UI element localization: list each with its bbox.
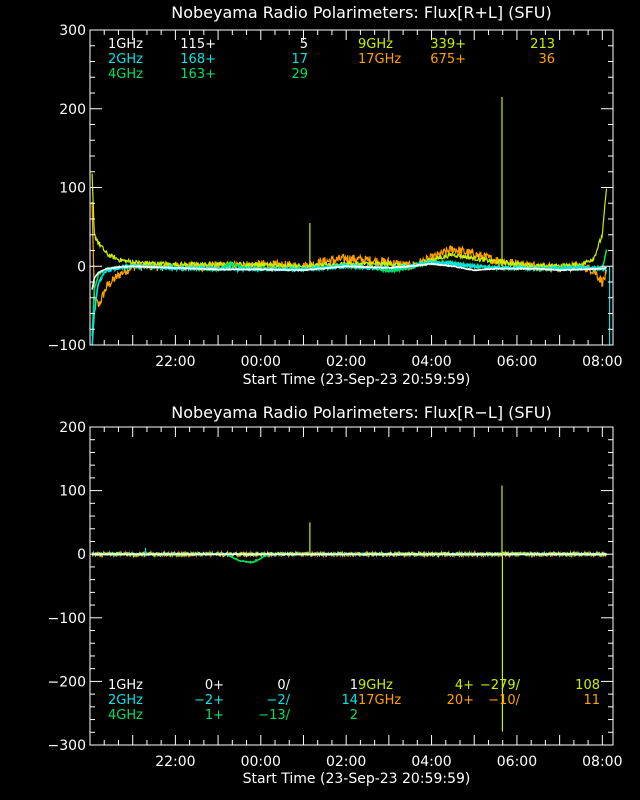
- legend-series-label: 1GHz: [108, 678, 143, 693]
- legend-value: 1+: [205, 708, 224, 723]
- y-tick-label: 0: [77, 259, 86, 275]
- y-tick-label: 0: [77, 547, 86, 563]
- legend-series-label: 4GHz: [108, 67, 143, 82]
- x-tick-label: 02:00: [326, 754, 366, 770]
- legend-value: 0+: [205, 678, 224, 693]
- legend-value: −10/: [488, 693, 520, 708]
- legend-series-label: 2GHz: [108, 693, 143, 708]
- legend-value: 14: [341, 693, 358, 708]
- legend-series-label: 9GHz: [358, 678, 393, 693]
- legend-value: −2+: [194, 693, 224, 708]
- panel-flux-r-plus-l: Nobeyama Radio Polarimeters: Flux[R+L] (…: [48, 3, 623, 388]
- legend-value: 1: [350, 678, 358, 693]
- legend-value: −279/: [480, 678, 521, 693]
- y-tick-label: −100: [48, 338, 86, 354]
- legend-series-label: 17GHz: [358, 693, 401, 708]
- x-tick-label: 00:00: [241, 354, 281, 370]
- x-tick-label: 22:00: [155, 354, 195, 370]
- chart-title: Nobeyama Radio Polarimeters: Flux[R−L] (…: [171, 403, 551, 422]
- y-tick-label: −200: [48, 674, 86, 690]
- x-tick-label: 02:00: [326, 354, 366, 370]
- y-tick-label: 100: [59, 484, 86, 500]
- legend-value: 4+: [455, 678, 474, 693]
- y-tick-label: −300: [48, 738, 86, 754]
- legend-value: −2/: [266, 693, 290, 708]
- legend-value: 29: [291, 67, 308, 82]
- x-tick-label: 04:00: [411, 354, 451, 370]
- legend-series-label: 2GHz: [108, 52, 143, 67]
- x-tick-label: 08:00: [582, 354, 622, 370]
- legend-value: 20+: [447, 693, 474, 708]
- legend-value: −13/: [258, 708, 290, 723]
- series-group: [91, 485, 608, 732]
- panel-flux-r-minus-l: Nobeyama Radio Polarimeters: Flux[R−L] (…: [48, 403, 623, 787]
- legend-value: 213: [530, 37, 555, 52]
- x-tick-label: 06:00: [497, 754, 537, 770]
- legend-value: 2: [350, 708, 358, 723]
- y-tick-label: 200: [59, 102, 86, 118]
- series-group: [91, 96, 611, 345]
- y-tick-label: −100: [48, 611, 86, 627]
- x-tick-label: 00:00: [241, 754, 281, 770]
- chart-title: Nobeyama Radio Polarimeters: Flux[R+L] (…: [171, 3, 551, 22]
- legend-value: 339+: [430, 37, 466, 52]
- y-tick-label: 100: [59, 181, 86, 197]
- x-axis-label: Start Time (23-Sep-23 20:59:59): [243, 771, 471, 787]
- series-line-9GHz: [91, 173, 608, 271]
- legend-value: 17: [291, 52, 308, 67]
- x-axis-label: Start Time (23-Sep-23 20:59:59): [243, 372, 471, 388]
- x-tick-label: 22:00: [155, 754, 195, 770]
- x-tick-label: 08:00: [582, 754, 622, 770]
- legend-series-label: 1GHz: [108, 37, 143, 52]
- y-tick-label: 300: [59, 23, 86, 39]
- legend-series-label: 9GHz: [358, 37, 393, 52]
- legend-value: 5: [300, 37, 308, 52]
- plot-frame: [89, 426, 614, 746]
- legend-value: 36: [538, 52, 555, 67]
- legend-value: 163+: [180, 67, 216, 82]
- legend-series-label: 17GHz: [358, 52, 401, 67]
- legend-value: 115+: [180, 37, 216, 52]
- legend-value: 168+: [180, 52, 216, 67]
- legend-value: 108: [575, 678, 600, 693]
- series-line-1GHz: [91, 262, 607, 290]
- x-tick-label: 04:00: [411, 754, 451, 770]
- legend-value: 675+: [430, 52, 466, 67]
- x-tick-label: 06:00: [497, 354, 537, 370]
- legend-value: 11: [583, 693, 600, 708]
- legend-series-label: 4GHz: [108, 708, 143, 723]
- legend-value: 0/: [277, 678, 290, 693]
- y-tick-label: 200: [59, 420, 86, 436]
